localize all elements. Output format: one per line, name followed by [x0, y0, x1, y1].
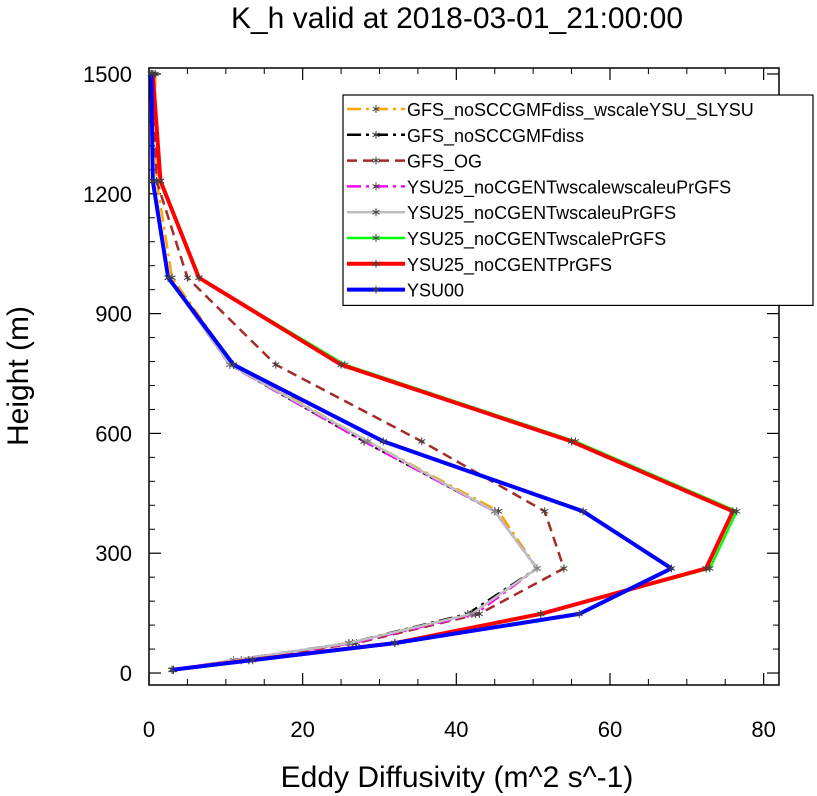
data-point — [579, 507, 587, 516]
data-point — [560, 564, 568, 573]
legend-label: YSU25_noCGENTPrGFS — [407, 255, 612, 276]
legend-item: YSU25_noCGENTwscaleuPrGFS — [347, 203, 676, 224]
legend-box — [342, 94, 814, 306]
y-tick-label: 1200 — [83, 182, 132, 207]
x-tick-label: 60 — [598, 717, 622, 742]
y-tick-label: 900 — [95, 302, 132, 327]
y-tick-label: 300 — [95, 541, 132, 566]
legend-marker — [372, 105, 380, 113]
axes: 0 20 40 60 80 0 300 600 900 1200 1500 — [83, 62, 779, 742]
data-point — [248, 656, 257, 665]
data-point — [567, 437, 576, 446]
x-tick-label: 0 — [143, 717, 155, 742]
legend-item: YSU00 — [347, 281, 464, 301]
legend-label: GFS_OG — [407, 152, 482, 173]
legend: GFS_noSCCGMFdiss_wscaleYSU_SLYSU GFS_noSC… — [342, 94, 814, 306]
legend-marker — [372, 156, 380, 165]
legend-marker — [372, 259, 380, 268]
legend-marker — [372, 208, 380, 217]
y-axis-label: Height (m) — [2, 306, 35, 446]
plot-frame — [148, 67, 780, 686]
data-point — [337, 360, 345, 369]
data-point — [537, 609, 545, 618]
legend-item: GFS_OG — [347, 152, 482, 173]
data-point — [164, 273, 172, 282]
data-point — [183, 273, 192, 282]
legend-item: YSU25_noCGENTPrGFS — [347, 255, 612, 276]
data-point — [379, 437, 388, 446]
legend-item: YSU25_noCGENTwscalewscaleuPrGFS — [347, 177, 731, 198]
legend-label: YSU25_noCGENTwscalewscaleuPrGFS — [407, 177, 731, 198]
data-point — [272, 360, 280, 369]
legend-label: YSU00 — [407, 281, 464, 301]
legend-label: YSU25_noCGENTwscaleuPrGFS — [407, 203, 676, 224]
x-axis-label: Eddy Diffusivity (m^2 s^-1) — [281, 761, 634, 794]
legend-label: GFS_noSCCGMFdiss_wscaleYSU_SLYSU — [407, 100, 754, 121]
data-point — [156, 177, 165, 186]
legend-label: YSU25_noCGENTwscalePrGFS — [407, 229, 666, 250]
legend-marker — [372, 130, 380, 139]
legend-item: YSU25_noCGENTwscalePrGFS — [347, 229, 666, 250]
data-point — [702, 564, 710, 573]
y-tick-label: 600 — [95, 421, 132, 446]
data-point — [533, 564, 541, 573]
legend-marker — [372, 285, 380, 294]
chart-title: K_h valid at 2018-03-01_21:00:00 — [231, 2, 683, 35]
legend-item: GFS_noSCCGMFdiss_wscaleYSU_SLYSU — [347, 100, 754, 121]
data-point — [345, 639, 353, 648]
x-tick-label: 20 — [290, 717, 314, 742]
data-point — [575, 609, 583, 618]
data-point — [418, 437, 426, 446]
series-layer — [147, 69, 741, 674]
data-point — [364, 437, 372, 446]
data-point — [391, 639, 399, 648]
data-point — [491, 507, 499, 516]
legend-marker — [372, 182, 380, 191]
data-point — [195, 273, 203, 282]
data-point — [229, 360, 238, 369]
data-point — [729, 507, 737, 516]
data-point — [467, 609, 476, 618]
y-tick-label: 0 — [120, 661, 132, 686]
x-tick-label: 80 — [751, 717, 775, 742]
legend-label: GFS_noSCCGMFdiss — [407, 126, 584, 147]
data-point — [147, 69, 156, 78]
data-point — [168, 665, 176, 674]
legend-item: GFS_noSCCGMFdiss — [347, 126, 584, 147]
data-point — [540, 507, 549, 516]
y-tick-label: 1500 — [83, 62, 132, 87]
legend-marker — [372, 234, 380, 242]
data-point — [667, 564, 676, 573]
data-point — [149, 177, 157, 186]
x-tick-label: 40 — [444, 717, 468, 742]
